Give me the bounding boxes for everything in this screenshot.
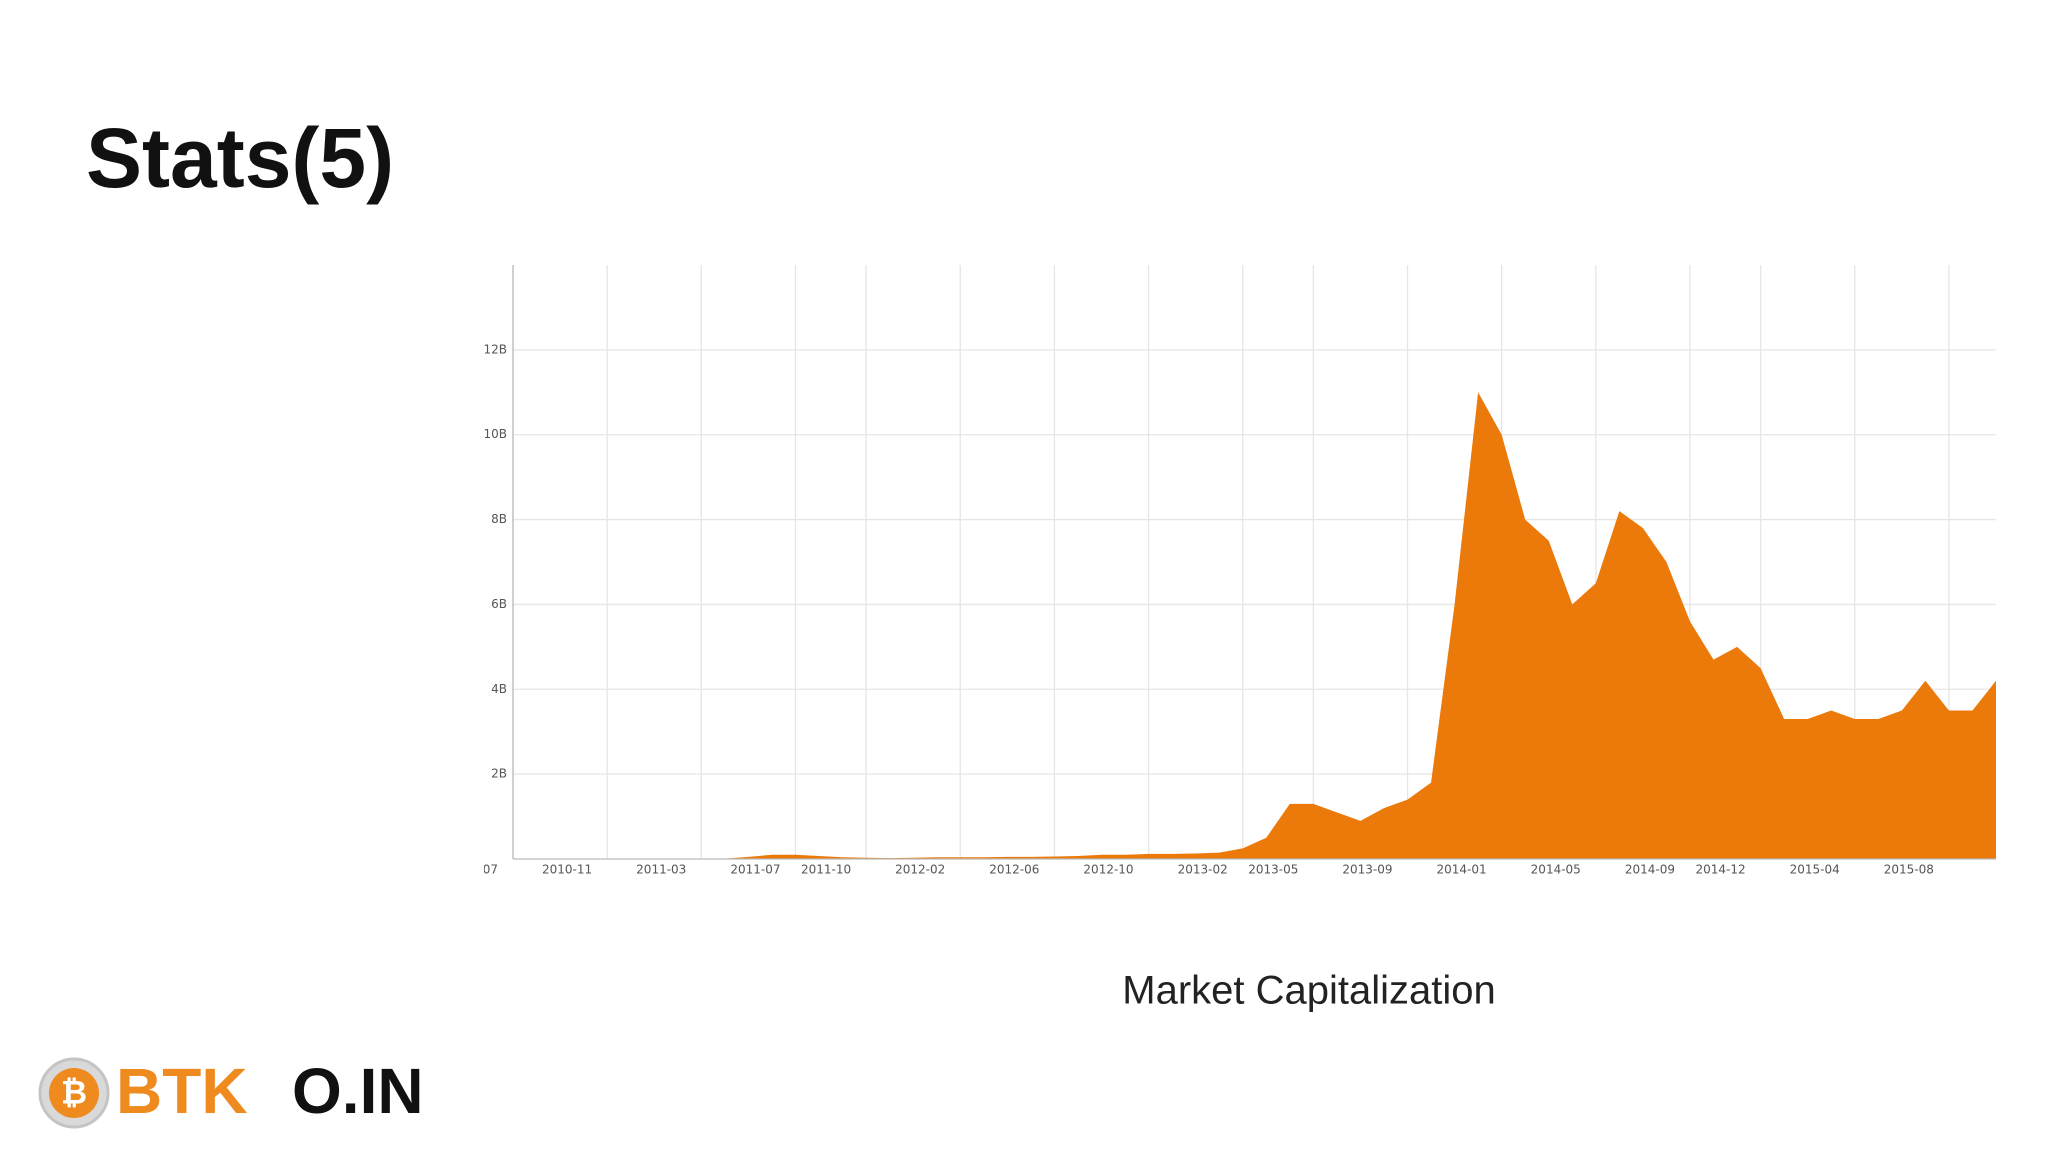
x-tick-label: 2010-11 [542, 863, 592, 877]
y-tick-label: 6B [491, 597, 507, 611]
x-tick-label: 2015-08 [1884, 863, 1934, 877]
y-tick-label: 10B [483, 427, 507, 441]
slide-title: Stats(5) [86, 111, 394, 205]
x-tick-label: 2013-09 [1342, 863, 1392, 877]
y-tick-label: 12B [483, 342, 507, 356]
x-tick-label: 2012-02 [895, 863, 945, 877]
chart: 2B 4B 6B 8B 10B 12B 2010-07 2010-11 2011-03 2011-… [448, 265, 1996, 877]
logo-text-orange: BTK [116, 1055, 248, 1127]
x-tick-label: 2014-09 [1625, 863, 1675, 877]
y-tick-label: 8B [491, 512, 507, 526]
x-tick-label: 2011-10 [801, 863, 851, 877]
x-tick-label: 2011-03 [636, 863, 686, 877]
x-tick-label: 2014-05 [1531, 863, 1581, 877]
x-tick-label: 2011-07 [730, 863, 780, 877]
logo-text-dark: O.IN [292, 1055, 424, 1127]
x-tick-label: 2014-01 [1437, 863, 1487, 877]
x-tick-label: 2013-02 [1178, 863, 1228, 877]
x-tick-label: 2013-05 [1248, 863, 1298, 877]
x-tick-label: 2014-12 [1695, 863, 1745, 877]
y-tick-label: 2B [491, 767, 507, 781]
x-tick-label: 2015-04 [1790, 863, 1840, 877]
chart-caption: Market Capitalization [1122, 969, 1496, 1013]
y-tick-label: 4B [491, 682, 507, 696]
logo-coin-face [49, 1068, 99, 1118]
x-tick-label: 2012-10 [1083, 863, 1133, 877]
x-tick-label: 2012-06 [989, 863, 1039, 877]
x-tick-label: 2010-07 [448, 863, 498, 877]
logo: ₿ BTK O.IN [38, 1055, 424, 1129]
logo-coin-symbol: ₿ [61, 1074, 87, 1110]
area [513, 392, 1996, 859]
